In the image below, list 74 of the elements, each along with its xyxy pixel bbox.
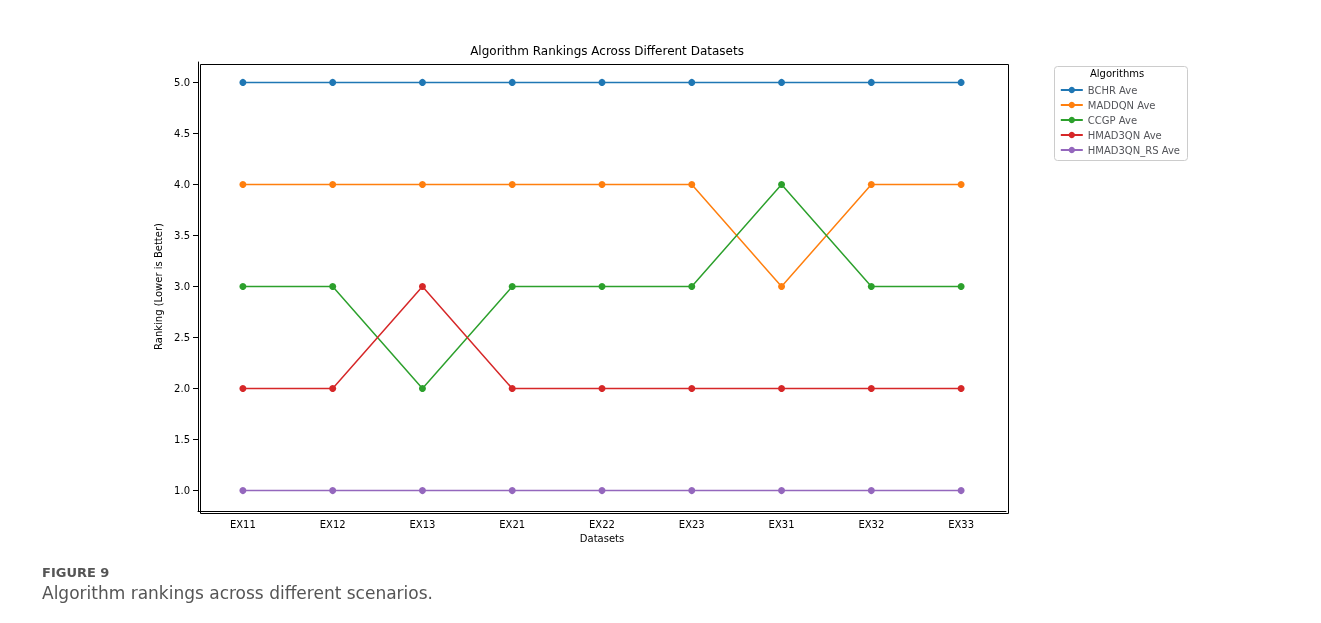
y-tick-label: 4.0 [174,178,190,190]
point [688,283,696,290]
point [778,180,786,188]
point [867,487,875,495]
legend-label: HMAD3QN_RS Ave [1087,144,1180,157]
point [239,180,247,188]
legend-label: MADDQN Ave [1087,99,1156,111]
legend-label: BCHR Ave [1087,84,1138,96]
y-tick-label: 1.5 [174,434,190,446]
point [329,283,337,290]
legend-label: CCGP Ave [1087,114,1138,126]
point [508,487,516,495]
point [778,78,786,86]
legend-label: HMAD3QN Ave [1087,129,1162,141]
point [508,180,516,188]
point [957,78,965,86]
point [418,385,426,393]
y-axis-title: Ranking (Lower is Better) [152,222,164,350]
y-tick-label: 2.5 [174,332,190,344]
point [598,78,606,86]
point [598,180,606,188]
x-tick-label: EX32 [858,518,885,530]
point [867,283,875,290]
point [778,283,786,290]
x-tick-label: EX21 [499,518,526,530]
x-tick-label: EX31 [768,518,795,530]
point [329,487,337,495]
point [778,487,786,495]
point [778,385,786,393]
x-tick-label: EX22 [589,518,615,530]
point [867,180,875,188]
point [418,487,426,495]
y-tick-label: 3.5 [174,229,190,241]
point [418,283,426,290]
y-tick-label: 3.0 [174,281,190,292]
point [688,180,696,188]
point [418,78,426,86]
x-tick-label: EX12 [319,518,346,530]
point [957,385,965,393]
legend-title: Algorithms [1090,67,1145,79]
y-tick-label: 4.5 [174,127,190,139]
point [598,385,606,393]
point [598,283,606,290]
y-tick-label: 1.0 [174,485,190,497]
point [329,180,337,188]
point [239,78,247,86]
point [508,283,516,290]
point [688,78,696,86]
point [957,283,965,290]
point [329,78,337,86]
point [957,487,965,495]
point [598,487,606,495]
point [418,180,426,188]
x-tick-label: EX13 [409,518,436,530]
point [239,283,247,290]
point [688,385,696,393]
chart-title: Algorithm Rankings Across Different Datasets [470,44,744,58]
x-tick-label: EX11 [229,518,256,530]
point [688,487,696,495]
point [329,385,337,393]
caption: FIGURE 9 [42,565,110,580]
point [508,78,516,86]
x-axis-title: Datasets [579,533,625,545]
y-tick-label: 2.0 [174,383,190,395]
point [867,78,875,86]
point [867,385,875,393]
point [239,385,247,393]
point [239,487,247,495]
y-tick-label: 5.0 [174,76,190,88]
text: Algorithm rankings across different scenarios. [42,582,433,603]
point [508,385,516,393]
x-tick-label: EX33 [948,518,975,530]
x-tick-label: EX23 [678,518,705,530]
point [957,180,965,188]
